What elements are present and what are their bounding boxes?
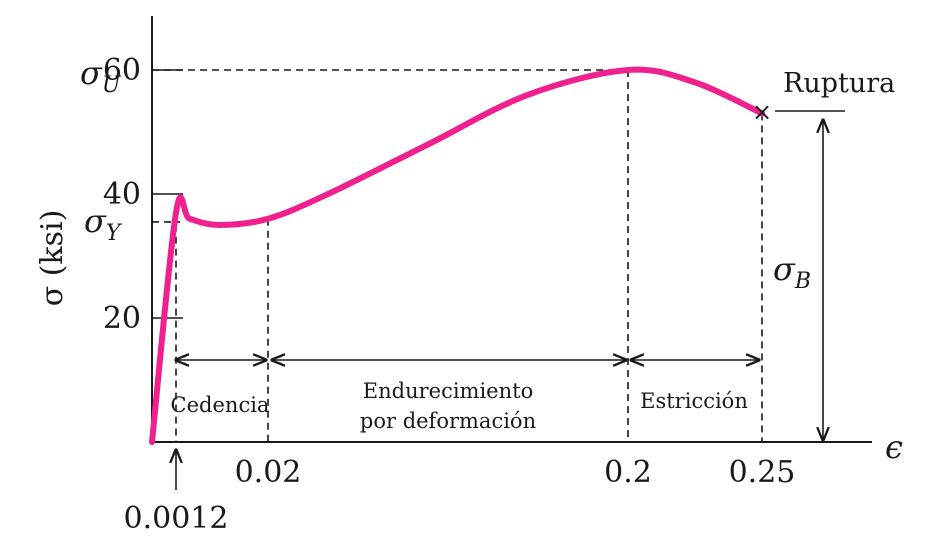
x-axis-label: ϵ — [885, 428, 903, 466]
stress-strain-curve — [149, 66, 765, 445]
rupture-label: Ruptura — [783, 68, 895, 99]
region-hardening-label-2: por deformación — [360, 409, 536, 433]
x-tick-label: 0.25 — [729, 455, 796, 490]
y-axis-label: σ (ksi) — [35, 210, 70, 307]
guide-lines — [152, 69, 763, 442]
sigma-u-label: σU — [80, 54, 122, 98]
sigma-b-label: σB — [773, 250, 811, 294]
y-tick-label: 20 — [103, 301, 141, 336]
sigma-y-label: σY — [84, 202, 123, 246]
region-yielding-label: Cedencia — [171, 393, 270, 417]
rupture-cross-icon: × — [752, 98, 772, 126]
y-tick-label: 40 — [103, 177, 141, 212]
x-tick-label: 0.0012 — [124, 501, 229, 536]
x-tick-label: 0.2 — [604, 455, 652, 490]
region-necking-label: Estricción — [640, 389, 748, 413]
y-tick-label: 60 — [103, 53, 141, 88]
region-hardening-label-1: Endurecimiento — [363, 379, 533, 403]
y-ticks: 20 40 60 — [103, 53, 183, 336]
x-tick-label: 0.02 — [235, 455, 302, 490]
